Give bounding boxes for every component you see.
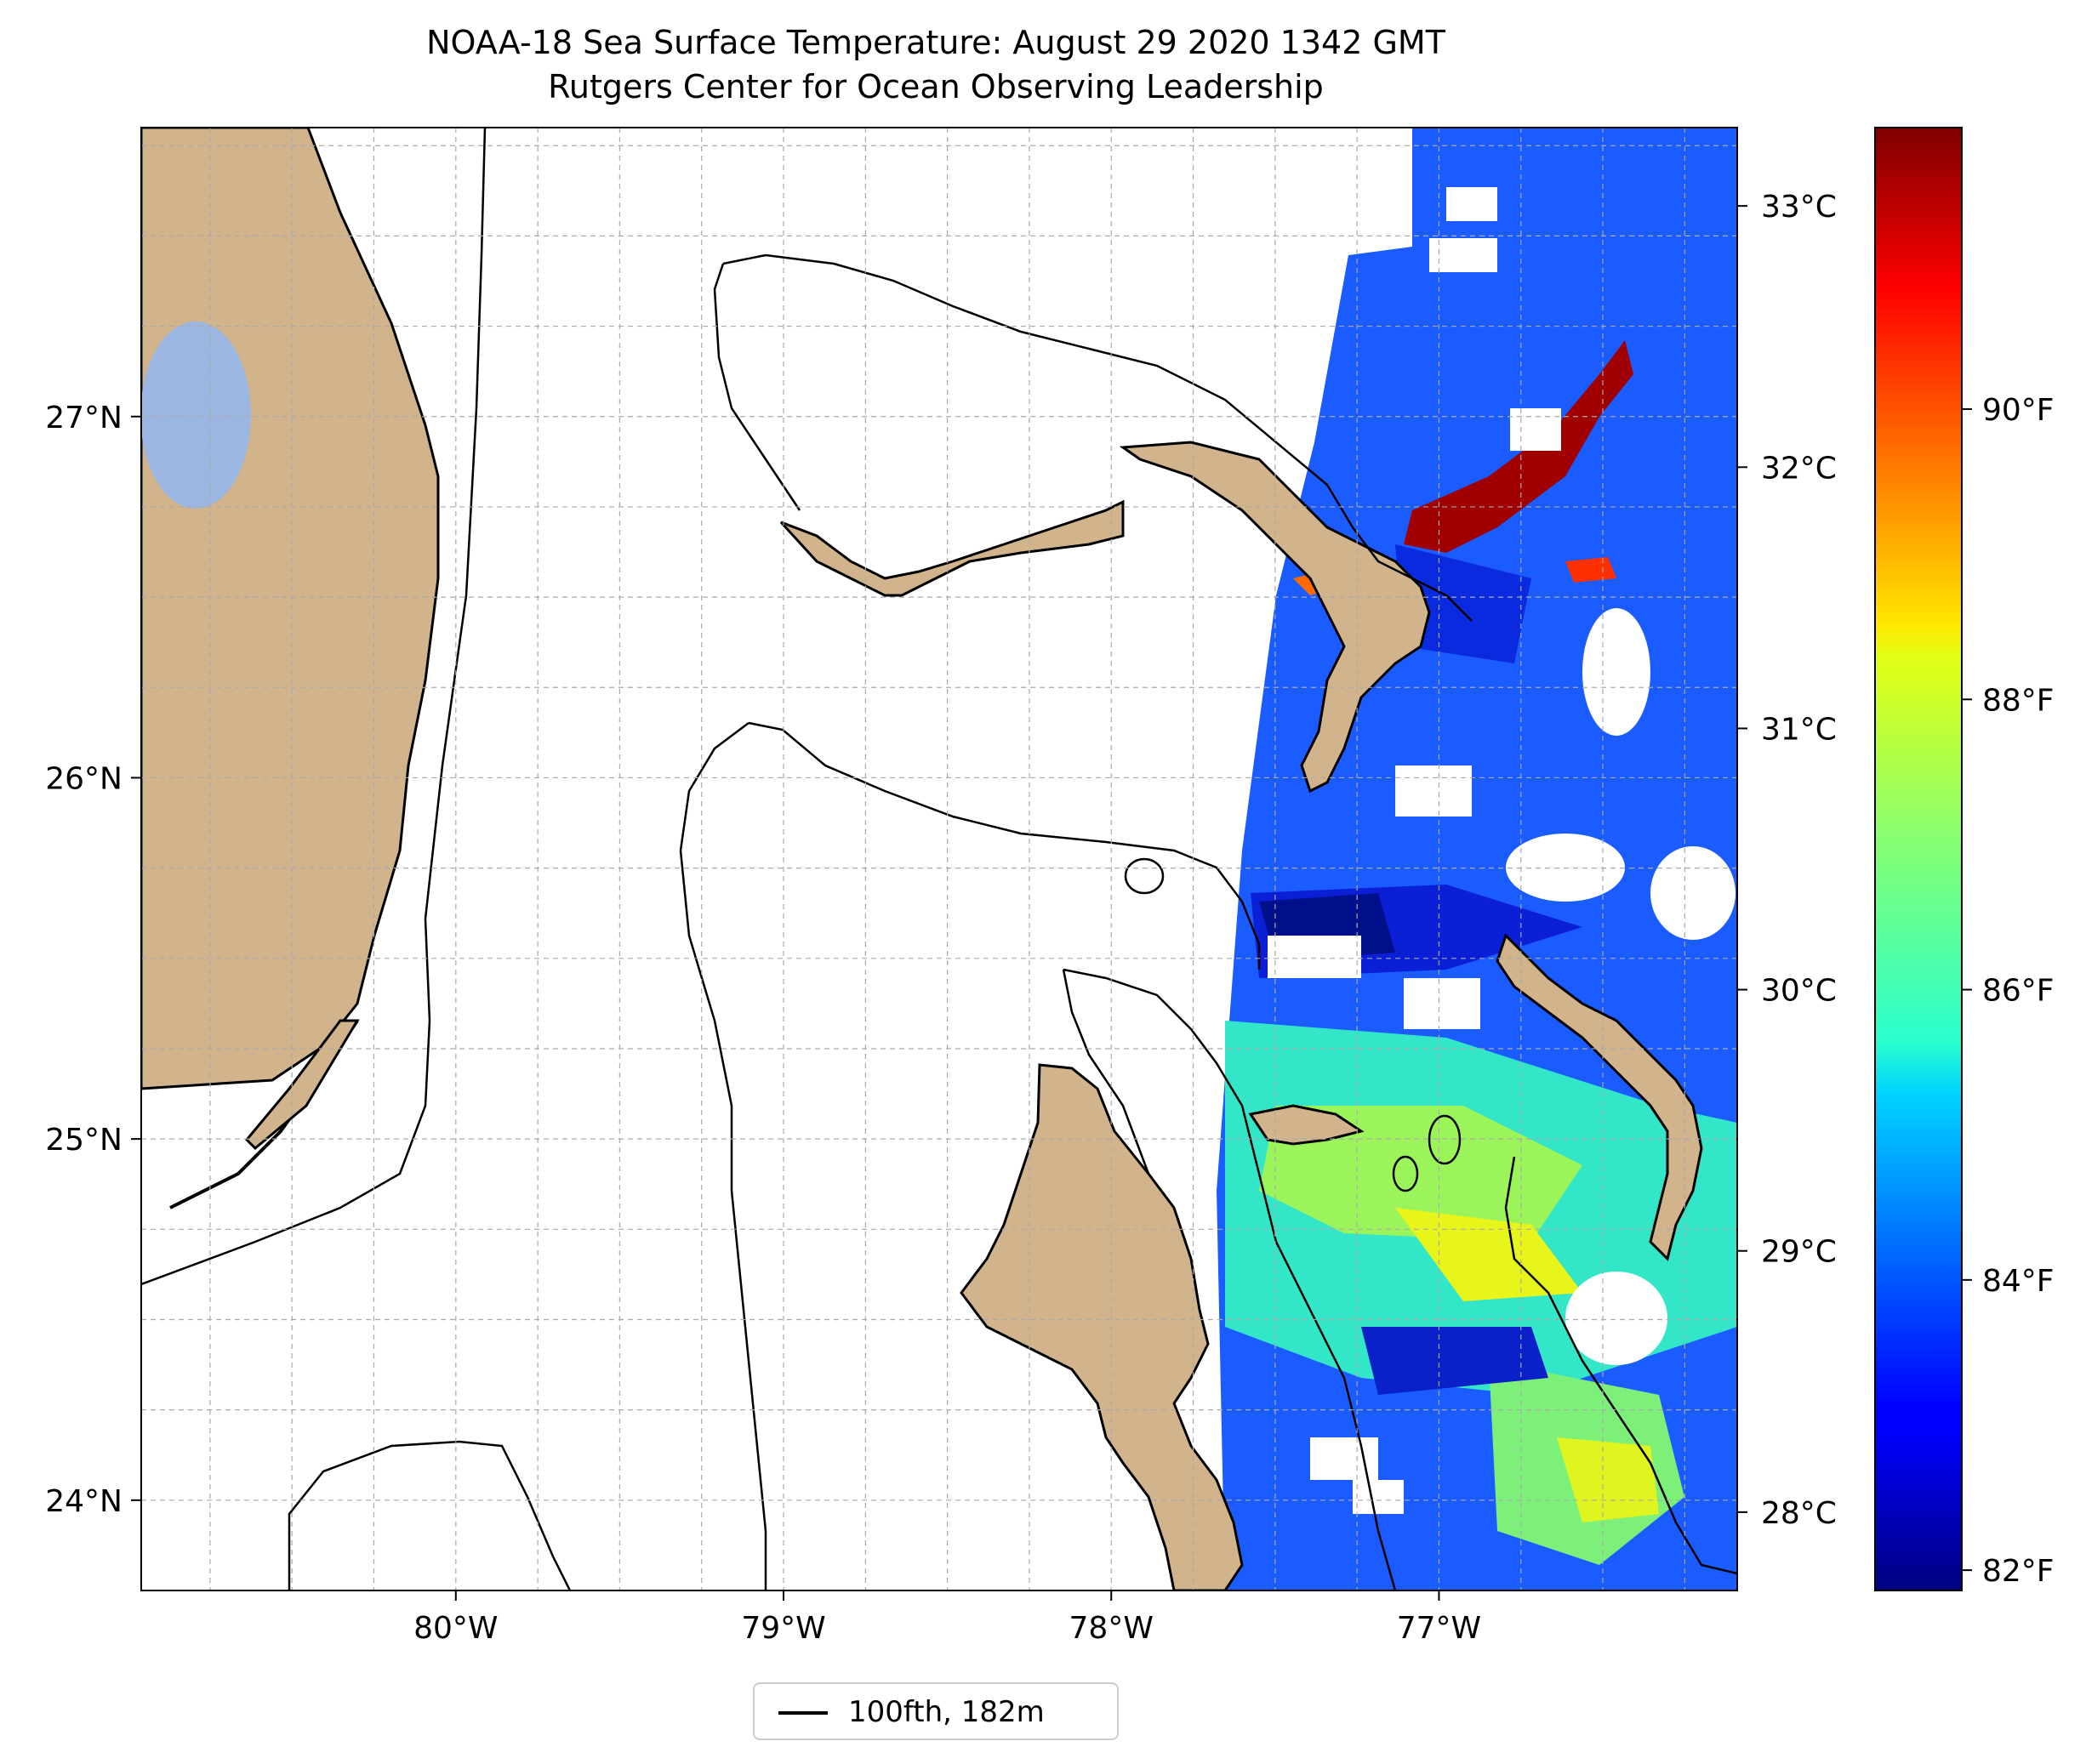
isobath-100fth — [141, 128, 1737, 1590]
cloud-gap — [1510, 408, 1561, 451]
cloud-gap — [1429, 238, 1497, 272]
y-axis: 27°N 26°N 25°N 24°N — [45, 401, 141, 1519]
fahrenheit-tick-label: 88°F — [1982, 683, 2055, 718]
legend: 100fth, 182m — [753, 1682, 1119, 1740]
abaco-island — [1119, 441, 1431, 794]
cloud-gap — [1506, 834, 1625, 902]
cloud-gap — [1268, 936, 1361, 978]
colorbar-celsius-axis: 33°C 32°C 31°C 30°C 29°C 28°C — [1737, 190, 1837, 1531]
florida-land — [141, 128, 440, 1090]
x-tick-label: 77°W — [1397, 1611, 1481, 1646]
map-title: NOAA-18 Sea Surface Temperature: August … — [426, 24, 1445, 61]
celsius-tick-label: 28°C — [1761, 1496, 1837, 1531]
fahrenheit-tick-label: 84°F — [1982, 1264, 2055, 1299]
celsius-tick-label: 32°C — [1761, 451, 1837, 486]
map-subtitle: Rutgers Center for Ocean Observing Leade… — [548, 68, 1324, 105]
sst-warm-band — [1395, 1208, 1582, 1301]
eleuthera-island — [1496, 933, 1703, 1261]
y-tick-label: 26°N — [45, 761, 123, 796]
legend-line-swatch — [778, 1711, 828, 1715]
sst-warm-band — [1557, 1437, 1659, 1522]
sst-cool-patch — [1395, 544, 1531, 663]
x-tick-label: 79°W — [741, 1611, 825, 1646]
cloud-gap — [1650, 846, 1735, 940]
sst-cool-patch — [1361, 1327, 1548, 1395]
florida-keys-land — [244, 1019, 360, 1151]
y-tick-label: 25°N — [45, 1123, 123, 1158]
colorbar — [1874, 127, 1963, 1591]
celsius-tick-label: 29°C — [1761, 1235, 1837, 1270]
y-tick-label: 24°N — [45, 1484, 123, 1519]
cloud-gap — [1446, 187, 1497, 221]
celsius-tick-label: 33°C — [1761, 190, 1837, 225]
grand-bahama — [779, 499, 1125, 597]
cloud-gap — [1582, 608, 1650, 736]
cloud-gap — [1395, 765, 1472, 817]
sst-warm-band — [1259, 1106, 1582, 1242]
celsius-tick-label: 31°C — [1761, 712, 1837, 747]
berry-islands — [1248, 1104, 1365, 1146]
cloud-gap — [1353, 1480, 1404, 1514]
fahrenheit-tick-label: 86°F — [1982, 974, 2055, 1009]
x-axis: 80°W 79°W 78°W 77°W — [413, 1590, 1481, 1646]
x-tick-label: 78°W — [1069, 1611, 1154, 1646]
cloud-gap — [1310, 1437, 1378, 1480]
map-frame — [140, 127, 1738, 1591]
legend-label: 100fth, 182m — [848, 1695, 1045, 1729]
cloud-gap — [1565, 1272, 1667, 1365]
sst-hot-spot — [1404, 340, 1633, 553]
sst-hot-spot — [1565, 557, 1616, 583]
celsius-tick-label: 30°C — [1761, 974, 1837, 1009]
cloud-gap — [1404, 978, 1480, 1029]
colorbar-fahrenheit-axis: 90°F 88°F 86°F 84°F 82°F — [1962, 393, 2055, 1589]
andros-island — [960, 1063, 1244, 1590]
x-tick-label: 80°W — [413, 1611, 498, 1646]
fahrenheit-tick-label: 90°F — [1982, 393, 2055, 428]
fahrenheit-tick-label: 82°F — [1982, 1554, 2055, 1589]
lake-okeechobee — [141, 322, 251, 509]
y-tick-label: 27°N — [45, 401, 123, 435]
